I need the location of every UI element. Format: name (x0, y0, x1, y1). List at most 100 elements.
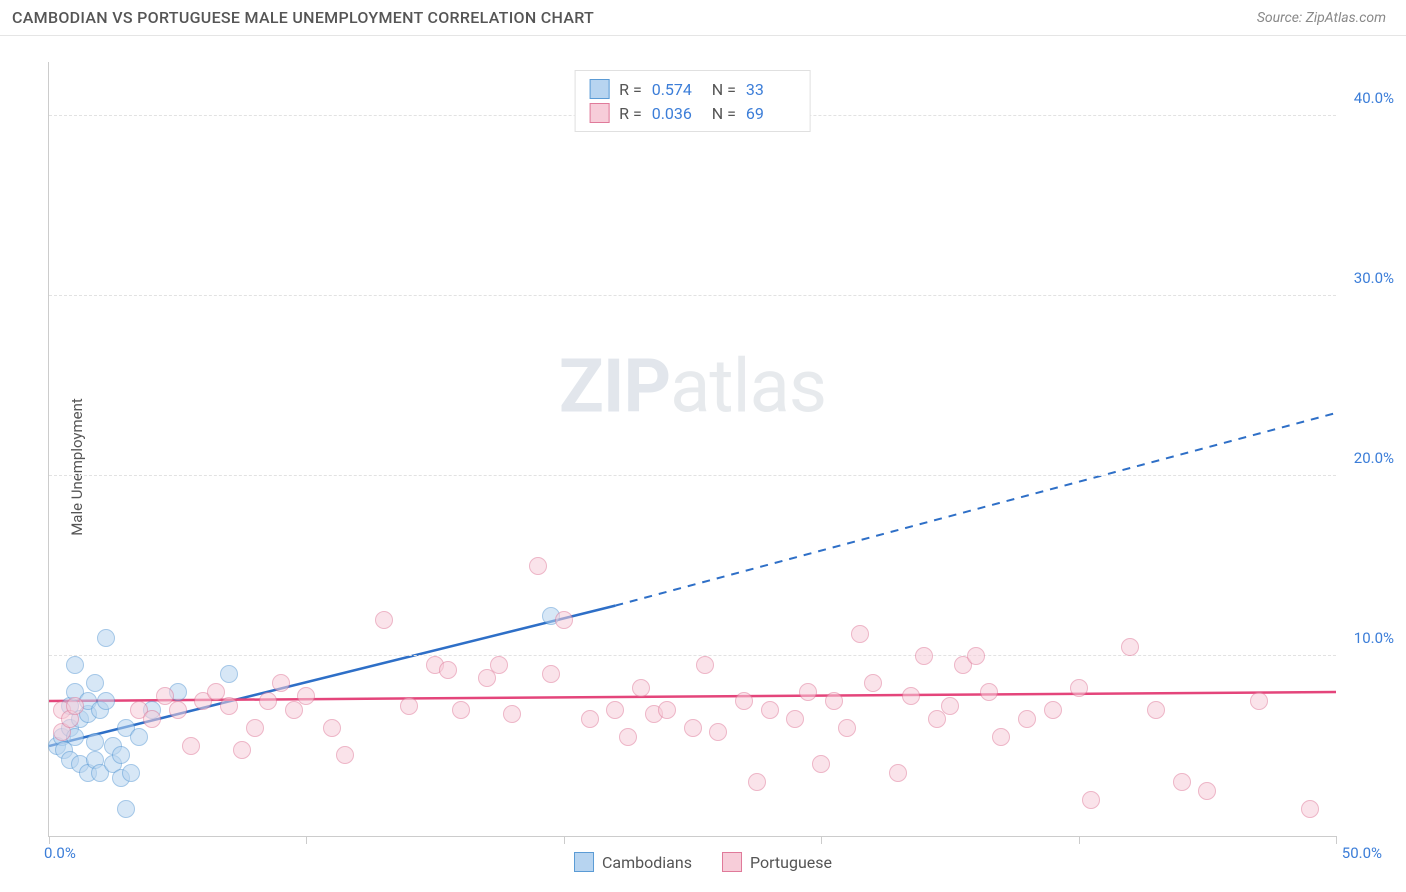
data-point (1250, 692, 1268, 710)
legend-item: Portuguese (722, 852, 832, 872)
data-point (941, 697, 959, 715)
data-point (967, 647, 985, 665)
x-tick (306, 836, 307, 844)
data-point (117, 800, 135, 818)
chart-container: CAMBODIAN VS PORTUGUESE MALE UNEMPLOYMEN… (0, 0, 1406, 892)
legend-item: Cambodians (574, 852, 692, 872)
data-point (980, 683, 998, 701)
data-point (696, 656, 714, 674)
data-point (581, 710, 599, 728)
gridline (49, 295, 1336, 296)
r-value: 0.574 (652, 80, 702, 99)
r-label: R = (619, 80, 642, 99)
data-point (97, 629, 115, 647)
r-label: R = (619, 104, 642, 123)
data-point (838, 719, 856, 737)
data-point (130, 728, 148, 746)
data-point (684, 719, 702, 737)
data-point (220, 697, 238, 715)
data-point (207, 683, 225, 701)
legend-swatch (589, 103, 609, 123)
data-point (233, 741, 251, 759)
data-point (542, 665, 560, 683)
data-point (400, 697, 418, 715)
data-point (851, 625, 869, 643)
title-bar: CAMBODIAN VS PORTUGUESE MALE UNEMPLOYMEN… (0, 0, 1406, 36)
data-point (902, 687, 920, 705)
x-tick (1079, 836, 1080, 844)
data-point (503, 705, 521, 723)
data-point (1173, 773, 1191, 791)
data-point (864, 674, 882, 692)
legend-swatch (574, 852, 594, 872)
data-point (86, 733, 104, 751)
data-point (529, 557, 547, 575)
gridline (49, 655, 1336, 656)
data-point (812, 755, 830, 773)
data-point (112, 746, 130, 764)
data-point (1121, 638, 1139, 656)
watermark-light: atlas (670, 344, 826, 431)
data-point (86, 674, 104, 692)
chart-title: CAMBODIAN VS PORTUGUESE MALE UNEMPLOYMEN… (12, 8, 594, 27)
data-point (748, 773, 766, 791)
data-point (825, 692, 843, 710)
data-point (97, 692, 115, 710)
data-point (272, 674, 290, 692)
data-point (246, 719, 264, 737)
plot-area: ZIPatlas R =0.574N =33R =0.036N =69 10.0… (48, 62, 1336, 837)
data-point (786, 710, 804, 728)
watermark-bold: ZIP (559, 344, 670, 431)
watermark: ZIPatlas (559, 344, 826, 431)
y-tick-label: 30.0% (1354, 269, 1394, 287)
data-point (555, 611, 573, 629)
data-point (122, 764, 140, 782)
data-point (992, 728, 1010, 746)
data-point (1044, 701, 1062, 719)
data-point (709, 723, 727, 741)
data-point (1070, 679, 1088, 697)
data-point (182, 737, 200, 755)
data-point (439, 661, 457, 679)
data-point (169, 701, 187, 719)
data-point (915, 647, 933, 665)
y-tick-label: 40.0% (1354, 89, 1394, 107)
data-point (66, 656, 84, 674)
x-tick (564, 836, 565, 844)
data-point (375, 611, 393, 629)
n-label: N = (712, 104, 736, 123)
data-point (220, 665, 238, 683)
data-point (761, 701, 779, 719)
data-point (66, 697, 84, 715)
data-point (490, 656, 508, 674)
legend-stat-row: R =0.036N =69 (589, 101, 796, 125)
r-value: 0.036 (652, 104, 702, 123)
legend-stats: R =0.574N =33R =0.036N =69 (574, 70, 811, 132)
y-tick-label: 20.0% (1354, 449, 1394, 467)
data-point (1147, 701, 1165, 719)
x-tick (1336, 836, 1337, 844)
legend-swatch (589, 79, 609, 99)
data-point (1198, 782, 1216, 800)
x-tick (49, 836, 50, 844)
data-point (143, 710, 161, 728)
n-label: N = (712, 80, 736, 99)
data-point (1301, 800, 1319, 818)
x-tick-min: 0.0% (44, 844, 76, 862)
data-point (1018, 710, 1036, 728)
y-tick-label: 10.0% (1354, 629, 1394, 647)
gridline (49, 475, 1336, 476)
data-point (336, 746, 354, 764)
data-point (735, 692, 753, 710)
x-tick-max: 50.0% (1342, 844, 1382, 862)
source-label: Source: ZipAtlas.com (1257, 10, 1386, 26)
legend-swatch (722, 852, 742, 872)
trend-line-dashed (615, 413, 1336, 606)
data-point (606, 701, 624, 719)
x-tick (821, 836, 822, 844)
data-point (297, 687, 315, 705)
trend-line (49, 692, 1336, 701)
n-value: 33 (746, 80, 796, 99)
data-point (285, 701, 303, 719)
data-point (632, 679, 650, 697)
